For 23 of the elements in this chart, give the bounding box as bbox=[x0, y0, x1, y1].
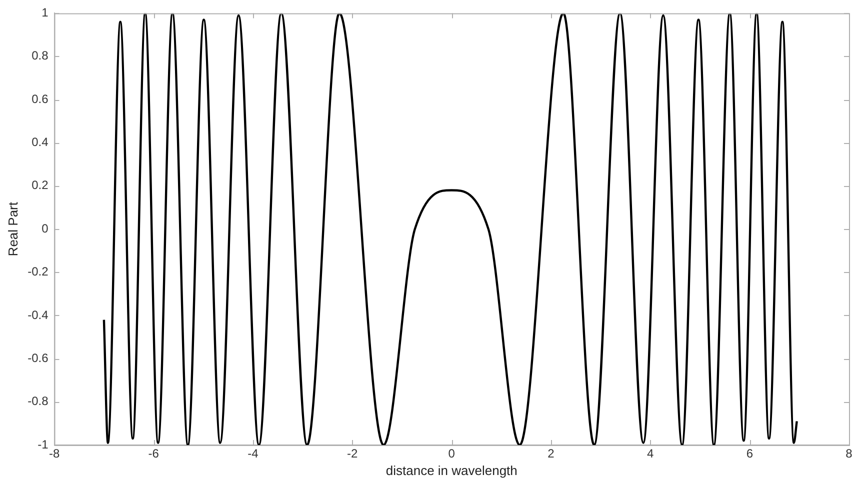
x-tick-label: 0 bbox=[448, 446, 456, 461]
y-tick-label: 0.2 bbox=[32, 178, 49, 192]
y-tick-label: -0.2 bbox=[28, 264, 49, 279]
y-tick-label: 1 bbox=[42, 6, 49, 20]
x-tick-label: -2 bbox=[346, 446, 358, 461]
line-series bbox=[102, 13, 798, 445]
x-tick-label: 8 bbox=[846, 446, 853, 461]
x-axis-title: distance in wavelength bbox=[386, 462, 518, 478]
y-tick-label: 0.8 bbox=[32, 48, 49, 63]
x-tick-label: -4 bbox=[248, 446, 259, 461]
y-tick-label: -0.4 bbox=[28, 308, 49, 322]
y-tick-label: 0 bbox=[42, 221, 49, 236]
x-tick-label: 2 bbox=[548, 446, 555, 461]
y-tick-label: -1 bbox=[38, 437, 49, 452]
y-tick-label: 0.4 bbox=[32, 135, 49, 150]
y-tick-label: -0.8 bbox=[28, 394, 49, 408]
y-axis-title: Real Part bbox=[5, 202, 20, 256]
x-tick-label: 4 bbox=[646, 446, 654, 461]
x-tick-label: -6 bbox=[148, 446, 160, 461]
y-tick-label: 0.6 bbox=[32, 92, 49, 106]
y-tick-label: -0.6 bbox=[28, 350, 49, 365]
x-tick-label: 6 bbox=[746, 446, 754, 461]
x-tick-label: -8 bbox=[48, 446, 60, 461]
